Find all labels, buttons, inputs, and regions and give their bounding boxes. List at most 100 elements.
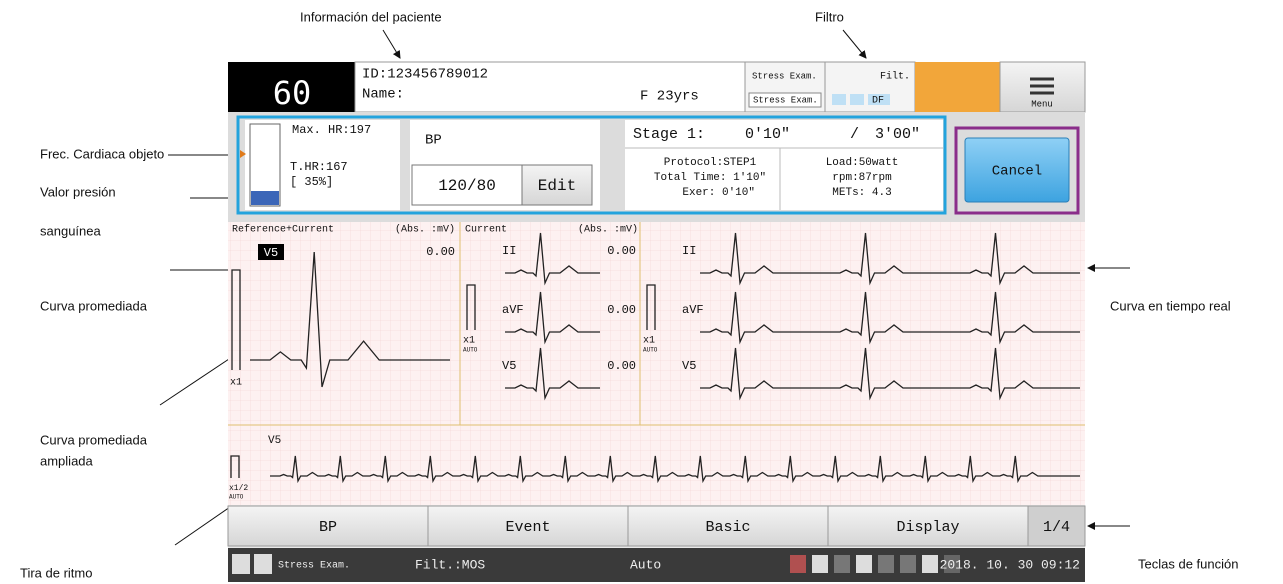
ref-lead: V5 (264, 246, 278, 260)
hr-target: T.HR:167 (290, 160, 348, 174)
exam-field (748, 92, 822, 108)
annotation: Curva en tiempo real (1110, 298, 1231, 313)
filter-chip (832, 94, 846, 105)
status-datetime: 2018. 10. 30 09:12 (940, 557, 1080, 572)
ecg-trace (505, 232, 600, 286)
status-light (915, 62, 1000, 112)
cur-auto: AUTO (463, 347, 478, 354)
stage: Stage 1: (633, 126, 705, 143)
ecg-trace (700, 232, 1080, 286)
cancel-button[interactable] (964, 137, 1070, 203)
calibration (466, 284, 476, 330)
function-key[interactable] (227, 505, 429, 547)
status-icon (922, 555, 938, 573)
bp-value-box (411, 164, 523, 206)
hr-percent: [ 35%] (290, 175, 333, 189)
rt-lead: V5 (682, 359, 696, 373)
screen: 60 ID:123456789012 Name: F 23yrs Stress … (227, 61, 1086, 582)
waveforms: II 0.00 aVF 0.00 V5 0.00 II aVF V5 (230, 232, 1080, 484)
menu-icon (1030, 77, 1054, 95)
rhythm-lead: V5 (268, 435, 281, 447)
protocol: Protocol:STEP1 (664, 157, 757, 169)
status-bar (228, 548, 1085, 582)
status-icon (232, 554, 250, 574)
load: Load:50watt (826, 157, 899, 169)
annotation: Valor presión (40, 184, 116, 199)
ref-gain: x1 (230, 378, 242, 389)
rpm: rpm:87rpm (832, 172, 892, 184)
ecg-area (228, 222, 1085, 505)
function-key-label[interactable]: 1/4 (1043, 519, 1070, 536)
cur-value: 0.00 (607, 244, 636, 258)
exam-bottom: Stress Exam. (753, 95, 818, 105)
exam-top: Stress Exam. (752, 71, 817, 81)
rt-gain: x1 (643, 336, 655, 347)
status-icon (834, 555, 850, 573)
calibration (231, 269, 241, 370)
annotation: Curva promediada (40, 298, 148, 313)
annotation: Tira de ritmo (20, 565, 92, 580)
annotation: ampliada (40, 453, 94, 468)
function-key[interactable] (827, 505, 1029, 547)
edit-button[interactable] (521, 164, 593, 206)
cur-lead: II (502, 244, 516, 258)
cancel-label[interactable]: Cancel (992, 164, 1042, 180)
patient-sex-age: F 23yrs (640, 89, 699, 105)
rt-auto: AUTO (643, 347, 658, 354)
bp-title: BP (425, 133, 442, 149)
cur-gain: x1 (463, 336, 475, 347)
bp-value: 120/80 (438, 177, 496, 195)
menu-label[interactable]: Menu (1031, 99, 1053, 109)
status-icon (790, 555, 806, 573)
arrow (382, 29, 401, 59)
cur-lead: V5 (502, 359, 516, 373)
ref-units: (Abs. :mV) (395, 224, 455, 236)
rhythm-gain: x1/2 (229, 484, 248, 493)
stage-duration: 3'00" (875, 126, 920, 143)
hr-marker (240, 150, 246, 158)
status-filter: Filt.:MOS (415, 557, 485, 572)
ref-value: 0.00 (426, 245, 455, 259)
function-key-label[interactable]: BP (319, 519, 337, 536)
hr-box (228, 62, 355, 112)
ecg-trace (505, 347, 600, 401)
function-key-label[interactable]: Event (505, 519, 550, 536)
arrow (842, 29, 867, 59)
rhythm-auto: AUTO (229, 494, 244, 501)
ecg-trace (270, 455, 1080, 484)
status-icon (944, 555, 960, 573)
cur-title: Current (465, 225, 507, 236)
status-icon (254, 554, 272, 574)
annotation: Información del paciente (300, 9, 442, 24)
cur-lead: aVF (502, 303, 524, 317)
highlight-frame (236, 115, 947, 215)
annotation: Filtro (815, 9, 844, 24)
calibration (230, 455, 240, 478)
cur-value: 0.00 (607, 359, 636, 373)
filter-label: Filt. (880, 71, 910, 83)
stage-separator: / (850, 126, 859, 143)
function-key-label[interactable]: Display (896, 519, 959, 536)
annotation: Teclas de función (1138, 556, 1238, 571)
mets: METs: 4.3 (832, 187, 891, 199)
ecg-trace (250, 251, 450, 388)
status-icon (878, 555, 894, 573)
status-icons (790, 555, 960, 573)
function-key[interactable] (427, 505, 629, 547)
annotation: Curva promediada (40, 432, 148, 447)
hr-value: 60 (273, 74, 312, 112)
cur-value: 0.00 (607, 303, 636, 317)
edit-label[interactable]: Edit (538, 177, 576, 195)
function-key-label[interactable]: Basic (705, 519, 750, 536)
status-icon (856, 555, 872, 573)
hr-gauge-fill (251, 191, 279, 205)
stage-panel (625, 120, 943, 210)
patient-box (354, 61, 746, 113)
rt-lead: II (682, 244, 696, 258)
patient-id: ID:123456789012 (362, 67, 488, 83)
status-mode: Auto (630, 557, 661, 572)
ecg-trace (505, 291, 600, 345)
annotation: Frec. Cardiaca objeto (40, 146, 164, 161)
function-key[interactable] (1027, 505, 1086, 547)
